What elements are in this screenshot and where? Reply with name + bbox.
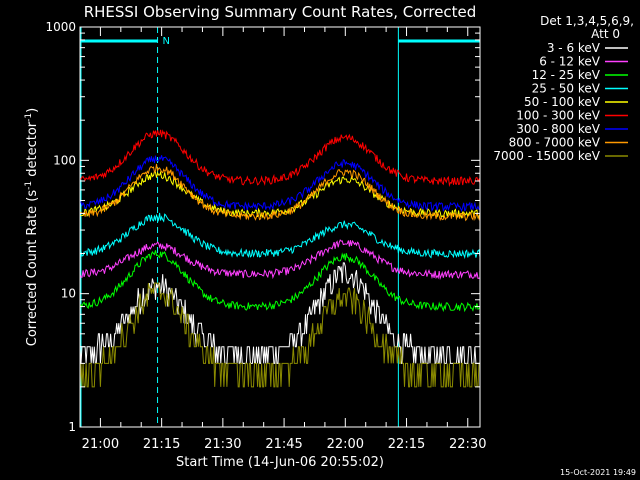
y-tick-label: 100 bbox=[53, 153, 76, 167]
x-axis: 21:00 21:15 21:30 21:45 22:00 22:15 22:30 bbox=[79, 27, 486, 452]
x-tick-label: 22:30 bbox=[449, 437, 486, 452]
x-tick-label: 21:15 bbox=[143, 437, 180, 452]
y-tick-label: 1000 bbox=[45, 20, 76, 34]
legend-label: 800 - 7000 keV bbox=[509, 136, 601, 150]
y-axis: 1 10 100 1000 bbox=[45, 20, 480, 434]
legend-label: 7000 - 15000 keV bbox=[493, 149, 600, 163]
y-axis-label-sup1: -1 bbox=[24, 181, 34, 190]
y-tick-label: 10 bbox=[61, 287, 76, 301]
series-line bbox=[79, 282, 480, 388]
night-marker-label: N bbox=[163, 36, 170, 47]
y-axis-label-mid: detector bbox=[25, 121, 40, 181]
x-tick-label: 21:45 bbox=[265, 437, 302, 452]
series-line bbox=[79, 129, 481, 188]
x-axis-label: Start Time (14-Jun-06 20:55:02) bbox=[176, 455, 384, 470]
legend-label: 300 - 800 keV bbox=[516, 122, 600, 136]
series-line bbox=[79, 163, 481, 222]
footer-date: 15-Oct-2021 19:49 bbox=[560, 468, 636, 477]
plot-frame bbox=[79, 26, 481, 428]
x-tick-label: 22:00 bbox=[327, 437, 364, 452]
series-line bbox=[79, 239, 481, 281]
y-axis-label: Corrected Count Rate (s-1 detector-1) bbox=[24, 108, 40, 346]
series-line bbox=[79, 170, 481, 219]
legend-header-line-1: Det 1,3,4,5,6,9, bbox=[540, 14, 634, 28]
y-axis-label-sup2: -1 bbox=[24, 113, 34, 122]
x-tick-label: 21:00 bbox=[82, 437, 119, 452]
y-axis-label-main: Corrected Count Rate (s bbox=[25, 190, 40, 347]
series-line bbox=[79, 155, 481, 213]
legend-label: 50 - 100 keV bbox=[524, 95, 601, 109]
y-tick-label: 1 bbox=[68, 420, 76, 434]
x-tick-label: 21:30 bbox=[204, 437, 241, 452]
y-axis-label-end: ) bbox=[25, 108, 40, 113]
legend-label: 12 - 25 keV bbox=[532, 68, 601, 82]
series-line bbox=[79, 250, 481, 313]
legend-header-line-2: Att 0 bbox=[591, 27, 620, 41]
legend-label: 3 - 6 keV bbox=[547, 41, 601, 55]
legend-label: 6 - 12 keV bbox=[539, 55, 601, 69]
legend-label: 25 - 50 keV bbox=[532, 82, 601, 96]
legend-label: 100 - 300 keV bbox=[516, 109, 600, 123]
series-line bbox=[79, 212, 481, 260]
plot-area: N bbox=[79, 27, 481, 427]
x-tick-label: 22:15 bbox=[388, 437, 425, 452]
chart-title: RHESSI Observing Summary Count Rates, Co… bbox=[84, 3, 477, 21]
